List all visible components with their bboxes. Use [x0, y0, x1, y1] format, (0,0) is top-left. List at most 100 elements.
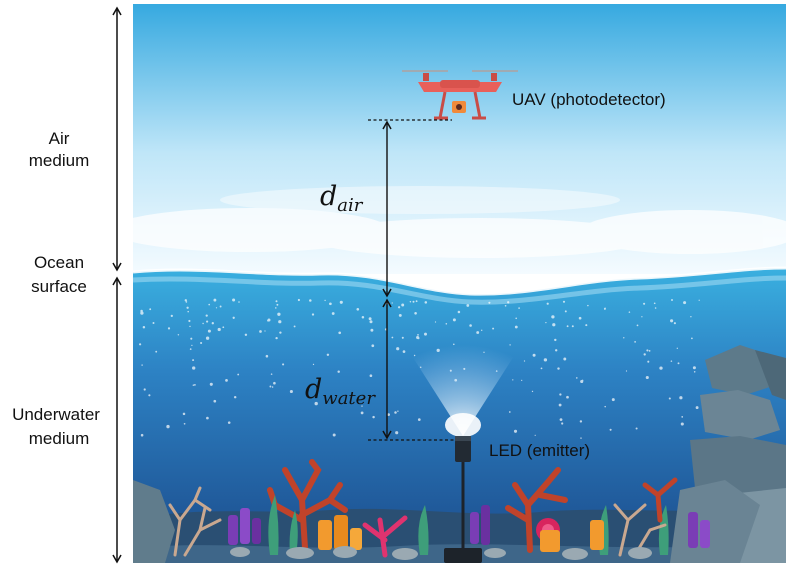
bubble — [282, 363, 285, 366]
bubble — [415, 300, 418, 303]
bubble — [691, 337, 693, 340]
bubble — [532, 353, 536, 357]
ocean-surface-label-line2: surface — [31, 277, 87, 296]
bubble — [192, 384, 195, 386]
bubble — [237, 373, 240, 376]
bubble — [559, 393, 562, 396]
bubble — [636, 324, 639, 327]
bubble — [552, 323, 556, 327]
bubble — [492, 327, 495, 330]
bubble — [211, 322, 214, 325]
bubble — [623, 337, 625, 339]
bubble — [693, 371, 696, 373]
bubble — [683, 301, 687, 305]
bubble — [275, 300, 278, 303]
bubble — [551, 315, 555, 319]
led-label: LED (emitter) — [489, 441, 590, 460]
rock-formation — [670, 345, 786, 563]
bubble — [559, 418, 563, 421]
bubble — [329, 302, 332, 306]
bubble — [183, 422, 186, 425]
bubble — [326, 353, 330, 357]
bubble — [397, 306, 401, 309]
bubble — [628, 311, 631, 313]
bubble — [188, 319, 191, 323]
bubble — [452, 318, 456, 322]
bubble — [555, 349, 558, 352]
bubble — [391, 302, 393, 304]
bubble — [563, 357, 567, 361]
bubble — [227, 421, 231, 424]
bubble — [177, 334, 180, 336]
bubble — [356, 307, 360, 311]
bubble — [564, 310, 567, 313]
bubble — [270, 373, 273, 375]
bubble — [369, 374, 373, 378]
bubble — [267, 319, 270, 322]
bubble — [401, 336, 404, 339]
bubble — [690, 316, 692, 318]
d-water-label: dwater — [305, 374, 376, 409]
bubble — [680, 422, 684, 426]
bubble — [275, 307, 277, 309]
bubble — [531, 390, 534, 393]
bubble — [648, 350, 651, 352]
bubble — [244, 333, 248, 337]
bubble — [540, 367, 543, 370]
bubble — [140, 311, 144, 315]
bubble — [668, 397, 671, 400]
bubble — [368, 317, 372, 321]
bubble — [571, 325, 574, 328]
bubble — [476, 331, 480, 334]
bubble — [190, 337, 193, 340]
bubble — [566, 325, 569, 328]
bubble — [277, 312, 281, 316]
bubble — [271, 386, 274, 388]
bubble — [141, 364, 143, 366]
uav-label: UAV (photodetector) — [512, 90, 666, 109]
bubble — [264, 330, 266, 332]
bubble — [142, 326, 146, 329]
bubble — [543, 358, 548, 362]
bubble — [314, 401, 318, 406]
bubble — [508, 411, 511, 413]
underwater-medium-label-line2: medium — [29, 429, 89, 448]
bubble — [369, 320, 373, 324]
bubble — [609, 428, 612, 431]
bubble — [679, 396, 683, 400]
bubble — [512, 379, 514, 381]
bubble — [276, 303, 279, 306]
bubble — [361, 405, 363, 407]
bubble — [578, 316, 582, 320]
ocean-surface-line — [132, 266, 787, 296]
bubble — [676, 347, 678, 349]
bubble — [361, 316, 365, 319]
bubble — [514, 325, 518, 329]
bubble — [659, 366, 663, 370]
led-emitter — [444, 436, 482, 563]
bubble — [167, 327, 171, 330]
d-air-base: d — [320, 181, 337, 212]
bubble — [546, 302, 549, 305]
bubble — [580, 379, 584, 384]
bubble — [488, 301, 491, 304]
bubble — [309, 299, 312, 302]
bubble — [394, 411, 397, 414]
bubble — [457, 310, 461, 314]
underwater-medium-label-line1: Underwater — [12, 405, 100, 424]
bubble — [265, 354, 269, 358]
bubble — [233, 395, 237, 399]
bubble — [625, 370, 628, 372]
bubble — [695, 406, 699, 410]
bubble — [424, 301, 428, 304]
air-medium-label-line1: Air — [49, 129, 70, 148]
bubble — [504, 304, 507, 307]
bubble — [513, 429, 518, 433]
bubble — [182, 412, 186, 416]
bubble — [324, 299, 326, 302]
bubble — [140, 433, 144, 437]
bubble — [206, 320, 209, 323]
bubble — [217, 327, 221, 332]
bubble — [545, 321, 547, 324]
